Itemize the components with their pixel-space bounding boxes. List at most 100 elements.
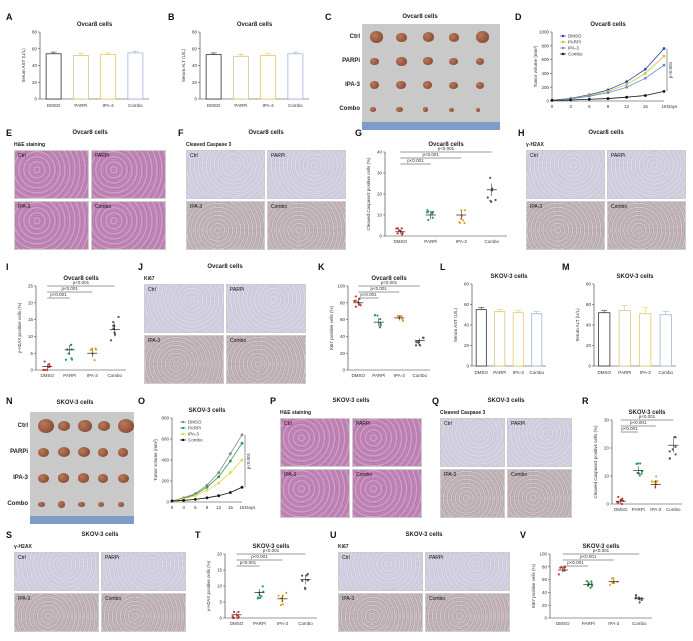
micrograph-label: PARPi [95,153,110,159]
data-point [590,580,593,583]
panel-label-b: B [168,12,175,22]
x-tick-label: DMSO [47,103,61,108]
x-tick-label: PARPi [63,373,76,378]
ruler-bar [362,122,500,130]
y-tick-label: 600 [161,437,169,442]
data-point [417,341,420,344]
panel-label-m: M [562,262,570,272]
series-point [662,54,666,58]
data-point [654,486,657,489]
y-tick-label: 80 [192,30,198,35]
data-point [48,363,51,366]
x-tick-label: DMSO [394,239,408,244]
data-point [261,585,264,588]
tumor-row-label-ctrl: Ctrl [349,34,360,40]
micrograph-label: Combo [511,472,528,478]
series-point [643,67,647,71]
panel-label-q: Q [432,396,440,406]
data-point [373,314,377,317]
data-point [674,436,677,439]
data-point [304,587,307,591]
x-tick-label: Combo [128,103,143,108]
chart-l-serum-ast: SKOV-3 cells 0 20 40 60 80 Serum AST (U/L) DMSO… [453,274,546,375]
chart-o-tumor-volume: SKOV-3 cells 0 200 400 600 800 Tumor volume (m… [153,408,256,510]
data-point [232,610,236,613]
x-tick-label: IPA-3 [640,370,651,375]
series-point [193,497,197,501]
data-point [421,336,425,339]
micrograph-h2ax-skov3-combo: Combo [101,593,186,632]
data-point [419,344,422,347]
p-value-annotation: p<0.001 [593,548,610,553]
x-tick-label: DMSO [598,370,612,375]
data-point [231,615,234,618]
data-point [459,217,463,220]
x-tick-label: PARPi [234,103,247,108]
x-tick-label: IPA-3 [87,373,98,378]
series-line-ipa-3 [171,459,243,502]
chart-t-h2ax: SKOV-3 cells 0 5 10 15 20 γ-H2AX positive cell… [206,544,317,626]
legend-marker [561,40,565,44]
data-point [301,574,304,577]
x-tick-label: IPA-3 [513,370,524,375]
data-point [396,314,399,318]
series-point [643,76,647,80]
y-tick-label: 600 [541,57,549,62]
bar-parpi [72,55,89,100]
legend-label: PARPi [188,426,201,431]
micrograph-label: PARPi [230,287,245,293]
y-tick-label: 10 [217,584,223,589]
micrograph-ki67-ovcar8-combo: Combo [226,335,306,384]
tumor-row-label-ctrl: Ctrl [17,423,28,429]
micrograph-label: IPA-3 [190,204,203,210]
he-skov3-subtitle: H&E staining [280,410,312,416]
he-ovcar8-title: Ovcar8 cells [72,130,108,136]
data-point [425,211,429,214]
data-point [640,472,643,475]
series-point [662,63,666,67]
chart-title: Ovcar8 cells [77,22,113,28]
y-tick-label: 80 [542,564,548,569]
series-point [228,491,232,494]
series-point [228,459,232,463]
tumor-specimen [396,56,407,66]
h2ax-skov3-title: SKOV-3 cells [81,532,119,538]
micrograph-label: PARPi [105,555,120,561]
y-tick-label: 60 [32,46,38,51]
tumor-specimen [98,447,109,457]
micrograph-label: Ctrl [530,153,538,159]
x-tick-label: IPA-3 [263,103,274,108]
tumor-specimen [475,31,490,43]
series-point [625,83,629,86]
tumor-specimen [396,32,407,42]
x-tick-label: 3 [182,505,185,510]
data-point [491,187,494,190]
micrograph-label: IPA-3 [148,338,161,344]
y-tick-label: 60 [542,577,548,582]
tumor-row-label-parpi: PARPi [10,449,28,455]
legend-label: IPA-3 [188,432,199,437]
x-tick-label: DMSO [352,373,366,378]
legend-marker [181,426,185,430]
y-tick-label: 20 [32,80,38,85]
micrograph-label: Ctrl [284,421,292,427]
data-point [653,480,656,483]
p-value-annotation: p<0.001 [567,560,584,565]
y-tick-label: 10 [28,334,34,339]
chart-m-serum-alt: SKOV-3 cells 0 20 40 60 80 Serum ALT (U/L) DMSO… [575,274,676,375]
micrograph-label: Ctrl [444,421,452,427]
data-point [671,448,674,451]
micrograph-he-ovcar8-ctrl: Ctrl [14,150,89,199]
data-point [617,501,620,504]
data-point [358,297,361,301]
y-tick-label: 10 [604,474,610,479]
caspase-skov3-subtitle: Cleaved Caspase 3 [440,410,486,416]
y-tick-label: 25 [28,284,34,289]
series-point [205,483,209,487]
legend-marker [561,46,565,50]
data-point [458,221,461,224]
micrograph-h2ax-ovcar8-combo: Combo [607,201,686,250]
data-point [656,480,659,483]
panel-label-l: L [440,262,446,272]
x-tick-label: Combo [298,621,313,626]
